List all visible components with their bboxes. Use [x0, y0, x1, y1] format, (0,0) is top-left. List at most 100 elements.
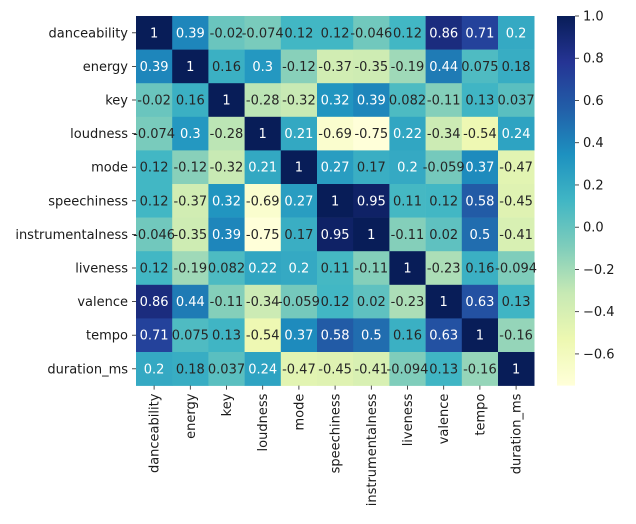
heatmap-cell-label: -0.16: [463, 362, 497, 377]
heatmap-cell-label: -0.41: [499, 228, 533, 243]
heatmap-cell-duration_ms-liveness: [389, 352, 426, 386]
heatmap-cell-mode-energy: [172, 150, 209, 185]
heatmap-cell-mode-duration_ms: [498, 150, 535, 185]
heatmap-cell-tempo-danceability: [136, 318, 173, 353]
y-tick-label-loudness: loudness: [70, 127, 128, 142]
heatmap-cell-valence-danceability: [136, 284, 173, 319]
heatmap-cell-liveness-energy: [172, 251, 209, 286]
heatmap-cell-label: -0.16: [499, 329, 533, 344]
heatmap-cell-label: 0.2: [289, 262, 310, 277]
x-tick-label-instrumentalness: instrumentalness: [365, 393, 380, 506]
heatmap-cell-label: 0.12: [140, 262, 169, 277]
colorbar-tick-label: −0.2: [583, 263, 615, 278]
heatmap-cell-label: -0.35: [173, 228, 207, 243]
heatmap-cell-valence-valence: [425, 284, 463, 319]
heatmap-cell-label: -0.046: [133, 228, 175, 243]
heatmap-cell-label: -0.074: [242, 26, 284, 41]
heatmap-cell-label: -0.47: [282, 362, 316, 377]
heatmap-cell-instrumentalness-energy: [172, 217, 209, 252]
heatmap-cell-liveness-liveness: [389, 251, 426, 286]
heatmap-cell-label: 0.16: [465, 262, 494, 277]
heatmap-cell-label: 0.12: [321, 26, 350, 41]
heatmap-cell-label: 0.16: [212, 60, 241, 75]
heatmap-cell-label: -0.32: [282, 94, 316, 109]
x-tick-label-energy: energy: [184, 393, 199, 439]
x-tick-label-valence: valence: [437, 394, 452, 445]
heatmap-cell-label: -0.059: [423, 161, 465, 176]
heatmap-cell-label: -0.02: [137, 94, 171, 109]
heatmap-cell-label: -0.12: [282, 60, 316, 75]
heatmap-cell-liveness-loudness: [244, 251, 282, 286]
colorbar-tick-label: 0.0: [583, 221, 604, 236]
heatmap-cell-label: 0.037: [497, 94, 534, 109]
heatmap-cell-instrumentalness-duration_ms: [498, 217, 535, 252]
heatmap-cell-label: 0.18: [502, 60, 531, 75]
heatmap-cell-label: 0.2: [397, 161, 418, 176]
colorbar: 1.0 0.8 0.6 0.4 0.2 0.0 −0.2 −0.4 −0.6: [557, 10, 615, 386]
heatmap-cell-instrumentalness-tempo: [461, 217, 499, 252]
heatmap-cell-label: 0.32: [321, 94, 350, 109]
heatmap-cell-label: 1: [259, 127, 267, 142]
heatmap-cell-loudness-instrumentalness: [353, 116, 390, 151]
heatmap-cell-label: 0.63: [465, 295, 494, 310]
heatmap-cell-valence-speechiness: [317, 284, 354, 319]
heatmap-cell-duration_ms-key: [208, 352, 245, 386]
heatmap-cell-label: -0.45: [499, 194, 533, 209]
heatmap-cell-label: -0.37: [318, 60, 352, 75]
heatmap-cell-energy-key: [208, 49, 245, 84]
heatmap-cell-instrumentalness-loudness: [244, 217, 282, 252]
heatmap-cell-speechiness-energy: [172, 184, 209, 218]
heatmap-cell-label: 0.32: [212, 194, 241, 209]
heatmap-cell-instrumentalness-valence: [425, 217, 463, 252]
colorbar-gradient: [557, 16, 575, 386]
heatmap-cell-label: 0.082: [208, 262, 245, 277]
heatmap-cell-label: 0.21: [248, 161, 277, 176]
heatmap-cell-label: 1: [186, 60, 194, 75]
heatmap-cell-instrumentalness-danceability: [136, 217, 173, 252]
heatmap-cell-label: 0.44: [429, 60, 458, 75]
heatmap-cells: [136, 16, 535, 386]
heatmap-cell-label: -0.37: [173, 194, 207, 209]
heatmap-cell-key-valence: [425, 83, 463, 118]
heatmap-cell-liveness-mode: [280, 251, 318, 286]
heatmap-cell-label: 0.02: [429, 228, 458, 243]
heatmap-cell-label: -0.69: [246, 194, 280, 209]
heatmap-cell-duration_ms-mode: [280, 352, 318, 386]
heatmap-cell-duration_ms-energy: [172, 352, 209, 386]
heatmap-cell-danceability-instrumentalness: [353, 16, 390, 50]
heatmap-cell-speechiness-instrumentalness: [353, 184, 390, 218]
heatmap-cell-danceability-energy: [172, 16, 209, 50]
heatmap-cell-loudness-danceability: [136, 116, 173, 151]
heatmap-cell-energy-loudness: [244, 49, 282, 84]
heatmap-cell-liveness-valence: [425, 251, 463, 286]
heatmap-cell-label: 0.16: [176, 94, 205, 109]
heatmap-cell-duration_ms-valence: [425, 352, 463, 386]
heatmap-cell-label: -0.23: [391, 295, 425, 310]
heatmap-cell-speechiness-valence: [425, 184, 463, 218]
colorbar-tick-label: 0.8: [583, 52, 604, 67]
heatmap-cell-label: 0.16: [393, 329, 422, 344]
heatmap-cell-label: 0.58: [465, 194, 494, 209]
heatmap-cell-danceability-tempo: [461, 16, 499, 50]
heatmap-cell-label: 0.037: [208, 362, 245, 377]
heatmap-cell-label: 0.86: [140, 295, 169, 310]
heatmap-cell-label: -0.28: [210, 127, 244, 142]
heatmap-cell-label: 0.082: [389, 94, 426, 109]
y-tick-label-key: key: [105, 94, 128, 109]
heatmap-cell-key-key: [208, 83, 245, 118]
heatmap-cell-label: 0.11: [321, 262, 350, 277]
heatmap-cell-liveness-duration_ms: [498, 251, 535, 286]
x-tick-label-key: key: [220, 393, 235, 416]
heatmap-cell-key-mode: [280, 83, 318, 118]
heatmap-cell-label: 1: [403, 262, 411, 277]
heatmap-cell-label: 0.3: [180, 127, 201, 142]
heatmap-cell-label: -0.32: [210, 161, 244, 176]
heatmap-cell-mode-danceability: [136, 150, 173, 185]
heatmap-cell-label: 1: [440, 295, 448, 310]
heatmap-cell-label: -0.094: [495, 262, 537, 277]
heatmap-cell-label: 0.71: [465, 26, 494, 41]
heatmap-cell-label: -0.28: [246, 94, 280, 109]
heatmap-cell-instrumentalness-key: [208, 217, 245, 252]
heatmap-cell-label: -0.11: [210, 295, 244, 310]
colorbar-tick-label: 0.2: [583, 178, 604, 193]
